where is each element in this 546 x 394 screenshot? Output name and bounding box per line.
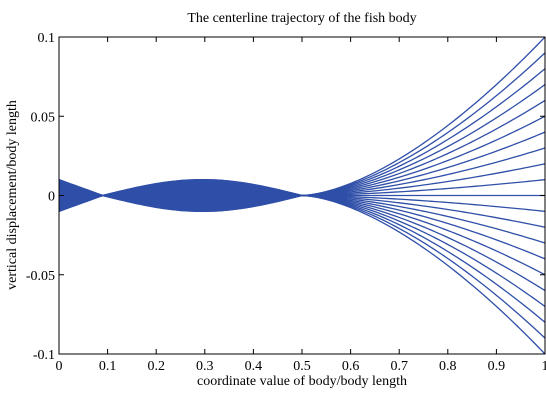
x-tick-label: 0.4 xyxy=(245,359,263,374)
x-tick-label: 0.3 xyxy=(196,359,214,374)
centerline-curve-18 xyxy=(59,183,545,322)
x-tick-label: 0.6 xyxy=(342,359,360,374)
x-tick-label: 0.1 xyxy=(99,359,117,374)
chart-title: The centerline trajectory of the fish bo… xyxy=(187,11,416,26)
x-tick-label: 0.2 xyxy=(147,359,165,374)
y-tick-label: 0.05 xyxy=(31,110,56,125)
x-tick-label: 0.7 xyxy=(390,359,408,374)
axis-ticks: 0 0.1 0.2 0.3 0.4 0.5 0.6 0.7 0.8 0.9 1 -0.1 -0.05 0 0… xyxy=(26,31,546,374)
y-axis-label: vertical displacement/body length xyxy=(5,100,20,290)
y-tick-label: 0.1 xyxy=(38,31,56,46)
x-axis-label: coordinate value of body/body length xyxy=(197,374,407,389)
y-tick-label: -0.1 xyxy=(33,348,55,363)
x-tick-label: 0.9 xyxy=(488,359,506,374)
series-lines xyxy=(59,37,545,354)
x-tick-label: 0 xyxy=(56,359,63,374)
y-tick-label: 0 xyxy=(48,190,55,205)
x-tick-label: 0.8 xyxy=(439,359,457,374)
x-tick-label: 1 xyxy=(542,359,546,374)
y-tick-label: -0.05 xyxy=(26,269,55,284)
centerline-curve-2 xyxy=(59,69,545,208)
x-tick-label: 0.5 xyxy=(293,359,311,374)
